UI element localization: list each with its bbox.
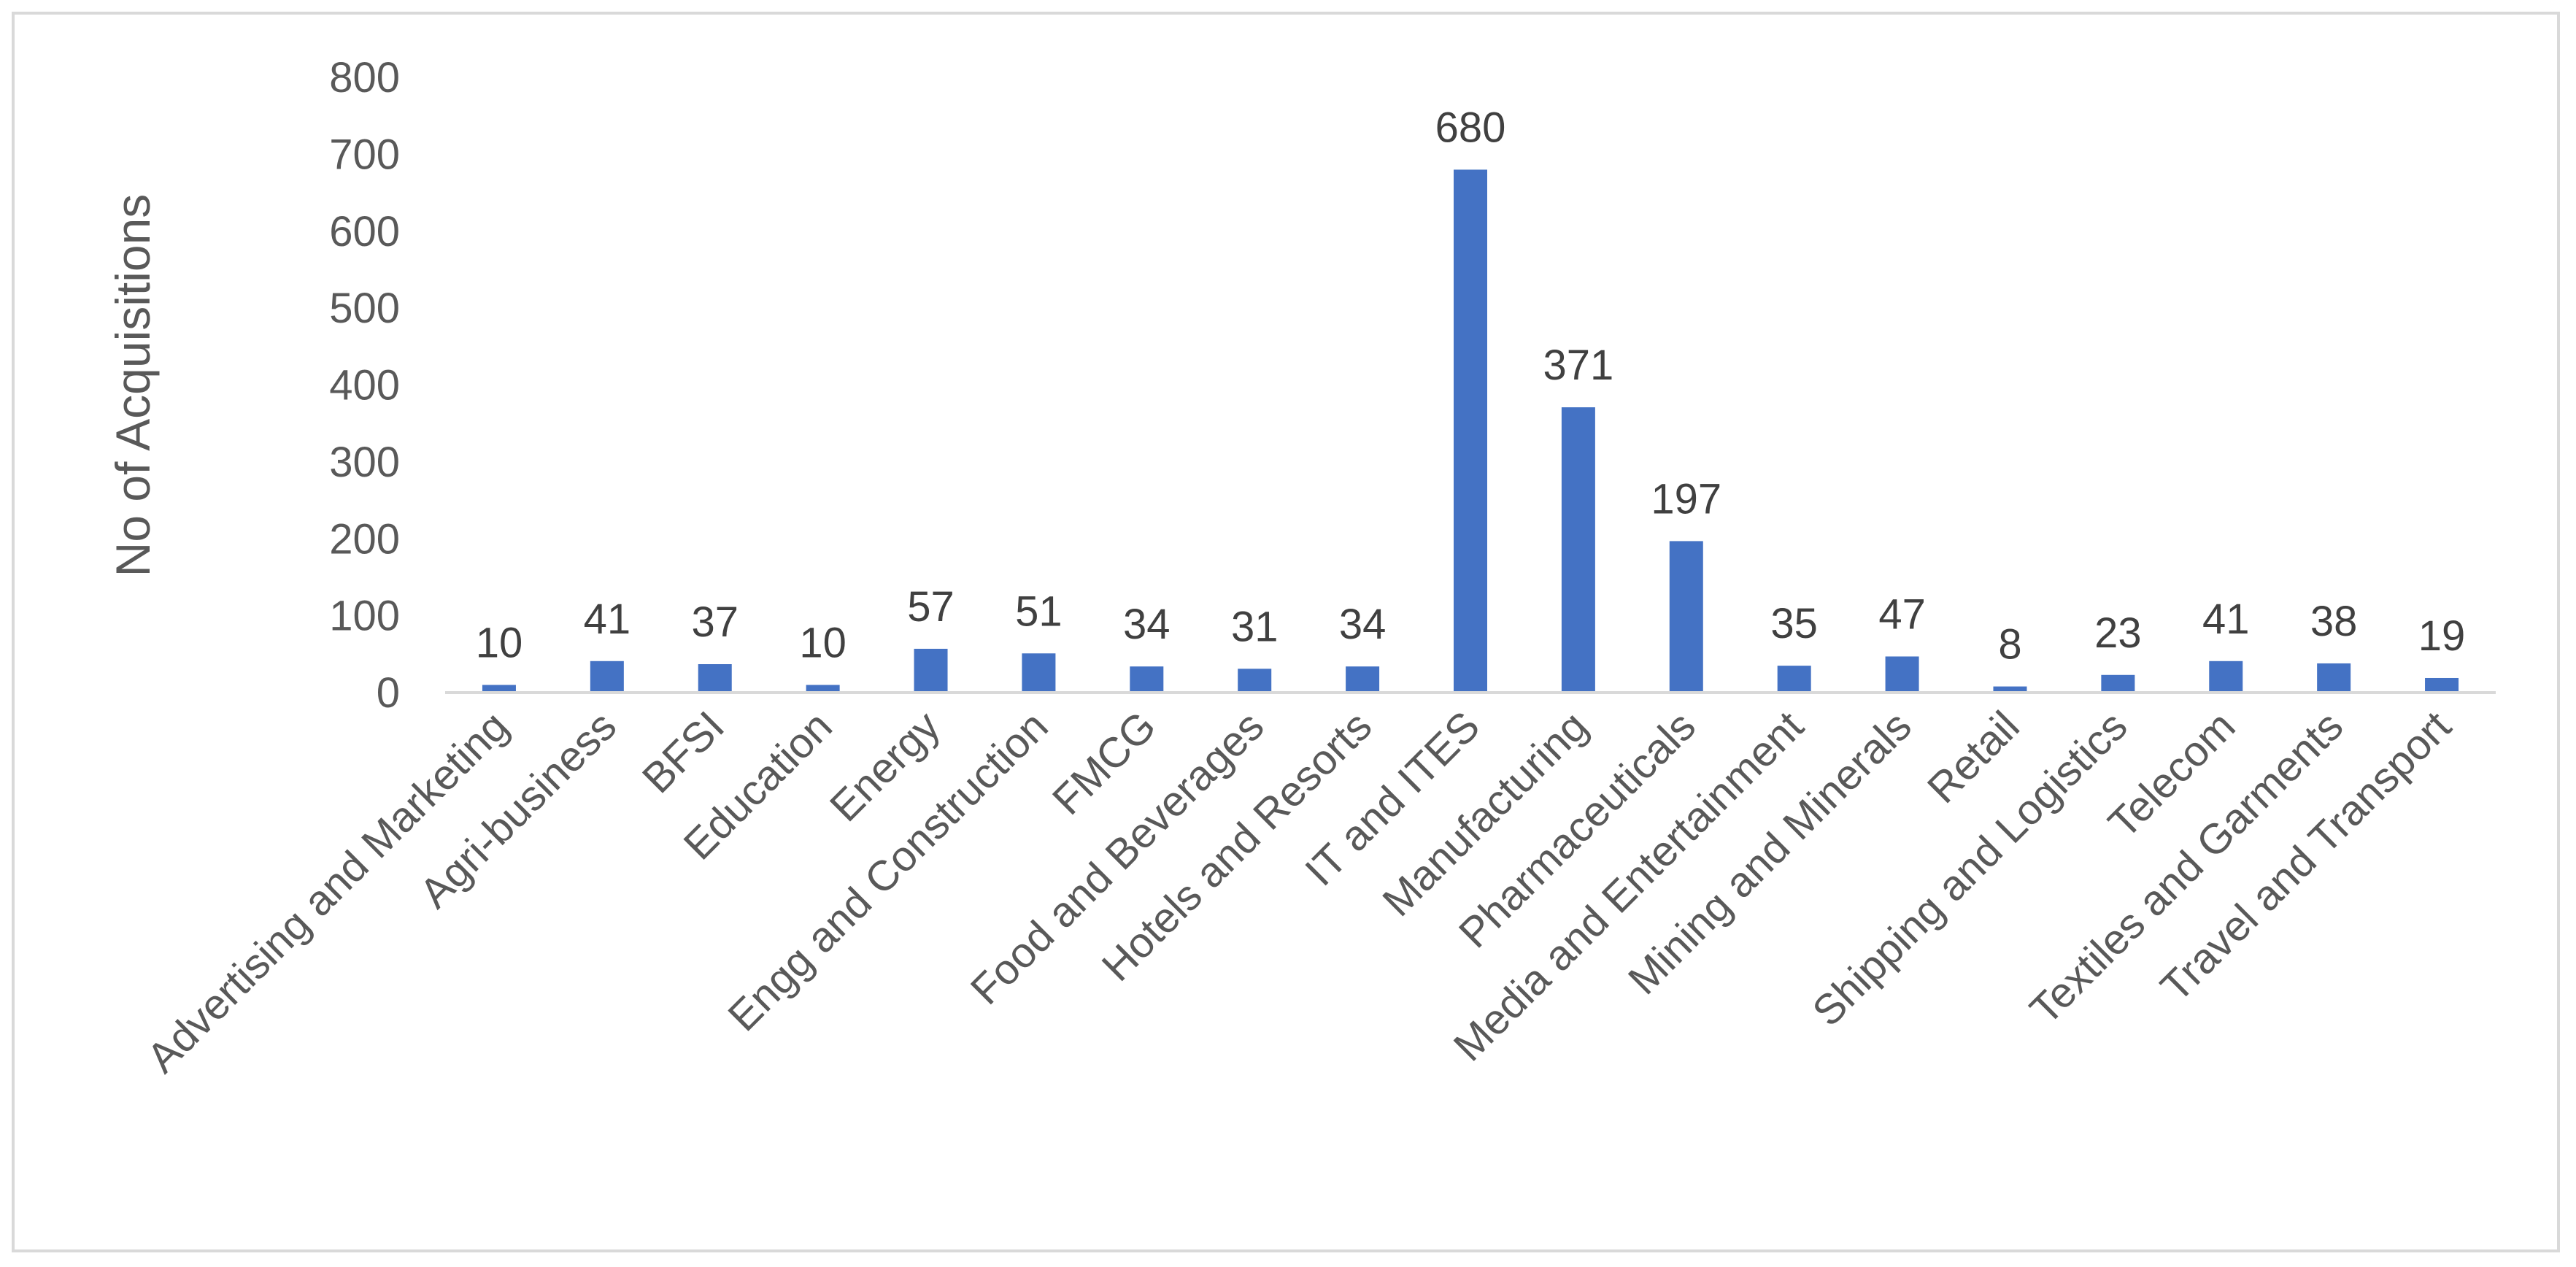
bar: [2317, 663, 2351, 693]
bar: [1777, 666, 1811, 693]
bar: [2425, 677, 2459, 693]
data-label: 197: [1651, 475, 1721, 523]
bar: [1238, 669, 1272, 693]
bars: [482, 169, 2459, 693]
data-label: 371: [1543, 342, 1614, 389]
data-label: 38: [2310, 598, 2358, 645]
bar: [1669, 541, 1703, 693]
bar: [2209, 661, 2243, 693]
bar: [1346, 666, 1380, 693]
y-tick-label: 700: [329, 131, 400, 178]
data-label: 8: [1998, 621, 2021, 669]
bar: [1993, 686, 2027, 693]
y-axis-title: No of Acquisitions: [106, 194, 160, 577]
bar: [2101, 674, 2135, 693]
chart-frame: [12, 12, 2560, 1252]
data-label: 680: [1435, 104, 1506, 151]
data-label: 57: [907, 583, 955, 631]
x-tick-label: BFSI: [633, 702, 733, 802]
bar: [1561, 407, 1595, 693]
bar: [1885, 656, 1919, 693]
data-labels: 10 41 37 10 57 51 34 31 34 680 371 197 35 47 8 23 41 38 19: [476, 104, 2466, 668]
y-tick-label: 0: [377, 669, 400, 717]
bar: [914, 648, 948, 693]
bar: [1454, 169, 1487, 693]
data-label: 51: [1015, 588, 1063, 635]
data-label: 41: [2202, 596, 2250, 643]
bar: [482, 685, 516, 693]
data-label: 10: [799, 619, 847, 666]
y-tick-label: 300: [329, 439, 400, 486]
data-label: 10: [476, 619, 523, 666]
bar: [698, 664, 732, 693]
data-label: 19: [2418, 612, 2466, 660]
data-label: 35: [1770, 600, 1818, 647]
y-axis-ticks: 0 100 200 300 400 500 600 700 800: [329, 54, 400, 717]
y-tick-label: 400: [329, 362, 400, 409]
bar: [1130, 666, 1164, 693]
y-tick-label: 800: [329, 54, 400, 101]
bar: [590, 661, 624, 693]
bar: [1022, 653, 1056, 693]
data-label: 41: [584, 596, 631, 643]
y-tick-label: 500: [329, 285, 400, 332]
data-label: 34: [1123, 601, 1171, 648]
y-tick-label: 100: [329, 593, 400, 640]
y-tick-label: 200: [329, 515, 400, 563]
data-label: 47: [1878, 590, 1926, 638]
data-label: 37: [691, 598, 739, 646]
data-label: 23: [2094, 609, 2142, 657]
data-label: 34: [1339, 601, 1387, 648]
y-tick-label: 600: [329, 208, 400, 255]
bar: [806, 685, 840, 693]
data-label: 31: [1231, 603, 1279, 650]
